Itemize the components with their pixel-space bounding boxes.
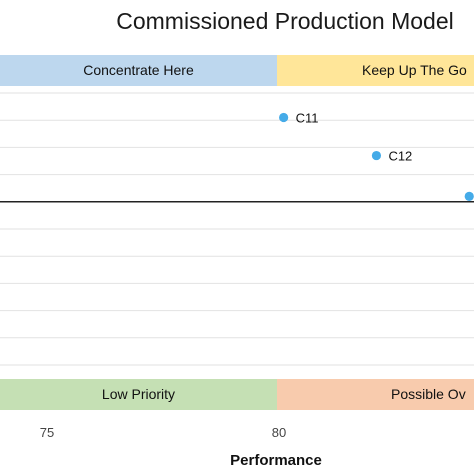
data-point-c12 <box>371 150 382 161</box>
data-label-c11: C11 <box>296 110 319 125</box>
data-point-c13 <box>464 191 474 201</box>
quadrant-label-bottom-right: Possible Ov <box>277 379 474 410</box>
x-tick-label: 80 <box>272 425 286 440</box>
quadrant-label-bottom-left: Low Priority <box>0 379 277 410</box>
x-axis-label: Performance <box>230 452 322 469</box>
quadrant-label-top-right: Keep Up The Go <box>277 55 474 86</box>
data-label-c12: C12 <box>388 149 412 164</box>
chart-title: Commissioned Production Model <box>116 8 454 34</box>
quadrant-label-top-left: Concentrate Here <box>0 55 277 86</box>
data-point-c11 <box>279 112 289 123</box>
x-tick-label: 75 <box>40 425 54 440</box>
